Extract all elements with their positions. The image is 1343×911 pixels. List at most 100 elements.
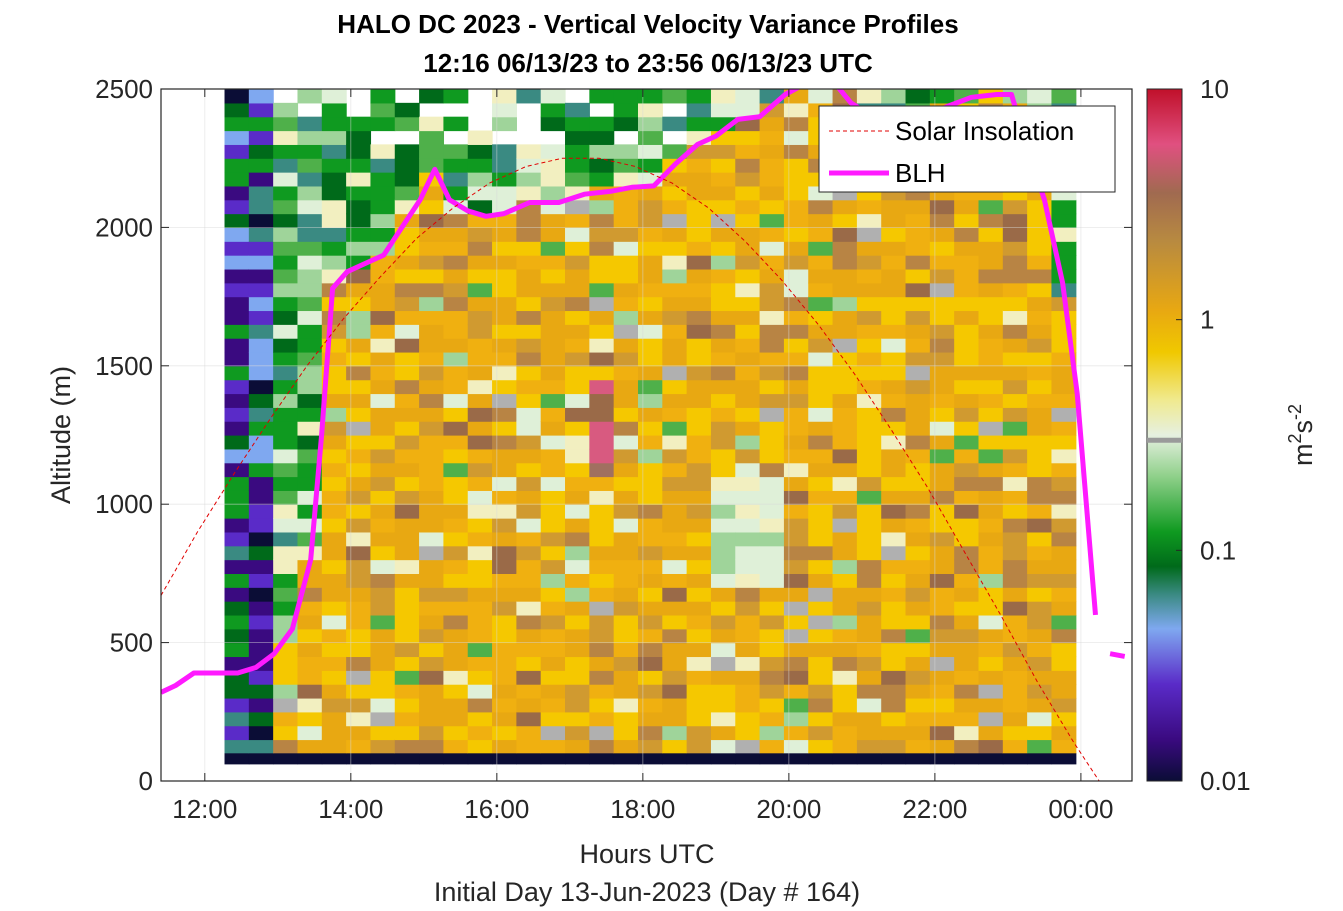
- heatmap-cell: [224, 130, 250, 145]
- heatmap-cell: [832, 711, 858, 727]
- heatmap-cell: [856, 656, 882, 671]
- heatmap-cell: [783, 102, 809, 118]
- heatmap-cell: [1027, 393, 1053, 408]
- heatmap-cell: [565, 199, 590, 215]
- heatmap-cell: [783, 227, 809, 242]
- heatmap-cell: [1051, 559, 1077, 574]
- heatmap-cell: [540, 448, 566, 464]
- heatmap-cell: [954, 338, 980, 353]
- heatmap-cell: [637, 324, 663, 339]
- heatmap-cell: [589, 365, 615, 381]
- heatmap-cell: [467, 628, 493, 644]
- heatmap-cell: [346, 559, 372, 574]
- heatmap-cell: [710, 711, 736, 727]
- heatmap-cell: [443, 213, 469, 228]
- heatmap-cell: [589, 670, 615, 685]
- heatmap-cell: [370, 670, 396, 685]
- heatmap-cell: [783, 185, 809, 201]
- heatmap-cell: [832, 697, 858, 713]
- heatmap-cell: [565, 407, 590, 422]
- heatmap-cell: [832, 573, 858, 588]
- heatmap-cell: [808, 393, 834, 408]
- heatmap-cell: [613, 573, 639, 588]
- heatmap-cell: [686, 739, 712, 754]
- heatmap-cell: [540, 573, 566, 588]
- heatmap-cell: [1002, 241, 1028, 256]
- heatmap-cell: [297, 711, 323, 727]
- heatmap-cell: [905, 559, 931, 574]
- heatmap-cell: [443, 518, 469, 533]
- heatmap-cell: [613, 255, 639, 270]
- heatmap-cell: [492, 255, 517, 270]
- heatmap-cell: [321, 310, 347, 325]
- heatmap-cell: [686, 545, 712, 561]
- heatmap-cell: [783, 144, 809, 159]
- heatmap-cell: [492, 462, 517, 478]
- heatmap-cell: [929, 365, 955, 381]
- heatmap-cell: [492, 476, 517, 491]
- heatmap-cell: [881, 753, 907, 765]
- heatmap-cell: [662, 504, 688, 519]
- heatmap-cell: [954, 199, 980, 215]
- heatmap-cell: [443, 504, 469, 519]
- heatmap-cell: [1027, 435, 1053, 450]
- heatmap-cell: [467, 725, 493, 741]
- heatmap-cell: [613, 172, 639, 187]
- heatmap-cell: [297, 338, 323, 353]
- heatmap-cell: [540, 531, 566, 547]
- heatmap-cell: [808, 199, 834, 215]
- heatmap-cell: [832, 296, 858, 312]
- heatmap-cell: [686, 435, 712, 450]
- heatmap-cell: [881, 656, 907, 671]
- heatmap-cell: [321, 116, 347, 132]
- heatmap-cell: [1002, 435, 1028, 450]
- heatmap-cell: [419, 504, 445, 519]
- heatmap-cell: [856, 310, 882, 325]
- heatmap-cell: [929, 199, 955, 215]
- heatmap-cell: [929, 531, 955, 547]
- heatmap-cell: [540, 172, 566, 187]
- heatmap-cell: [759, 365, 785, 381]
- heatmap-cell: [467, 518, 493, 533]
- heatmap-cell: [735, 144, 761, 159]
- heatmap-cell: [443, 628, 469, 644]
- heatmap-cell: [248, 504, 274, 519]
- heatmap-cell: [419, 684, 445, 699]
- heatmap-cell: [297, 435, 323, 450]
- heatmap-cell: [419, 227, 445, 242]
- heatmap-cell: [1002, 504, 1028, 519]
- heatmap-cell: [589, 255, 615, 270]
- heatmap-cell: [735, 614, 761, 630]
- heatmap-cell: [1002, 614, 1028, 630]
- heatmap-cell: [565, 296, 590, 312]
- heatmap-cell: [662, 310, 688, 325]
- heatmap-cell: [516, 725, 542, 741]
- heatmap-cell: [346, 697, 372, 713]
- heatmap-cell: [832, 241, 858, 256]
- heatmap-cell: [783, 158, 809, 173]
- heatmap-cell: [370, 587, 396, 602]
- heatmap-cell: [686, 711, 712, 727]
- heatmap-cell: [492, 504, 517, 519]
- heatmap-cell: [759, 628, 785, 644]
- heatmap-cell: [370, 199, 396, 215]
- heatmap-cell: [248, 407, 274, 422]
- heatmap-cell: [370, 725, 396, 741]
- heatmap-cell: [881, 351, 907, 367]
- heatmap-cell: [297, 282, 323, 298]
- heatmap-cell: [419, 725, 445, 741]
- heatmap-cell: [662, 614, 688, 630]
- heatmap-cell: [1002, 656, 1028, 671]
- heatmap-cell: [783, 365, 809, 381]
- heatmap-cell: [637, 628, 663, 644]
- heatmap-cell: [759, 296, 785, 312]
- heatmap-cell: [954, 684, 980, 699]
- heatmap-cell: [443, 587, 469, 602]
- heatmap-cell: [565, 739, 590, 754]
- heatmap-cell: [224, 116, 250, 132]
- heatmap-cell: [565, 614, 590, 630]
- heatmap-cell: [856, 739, 882, 754]
- heatmap-cell: [905, 462, 931, 478]
- heatmap-cell: [905, 255, 931, 270]
